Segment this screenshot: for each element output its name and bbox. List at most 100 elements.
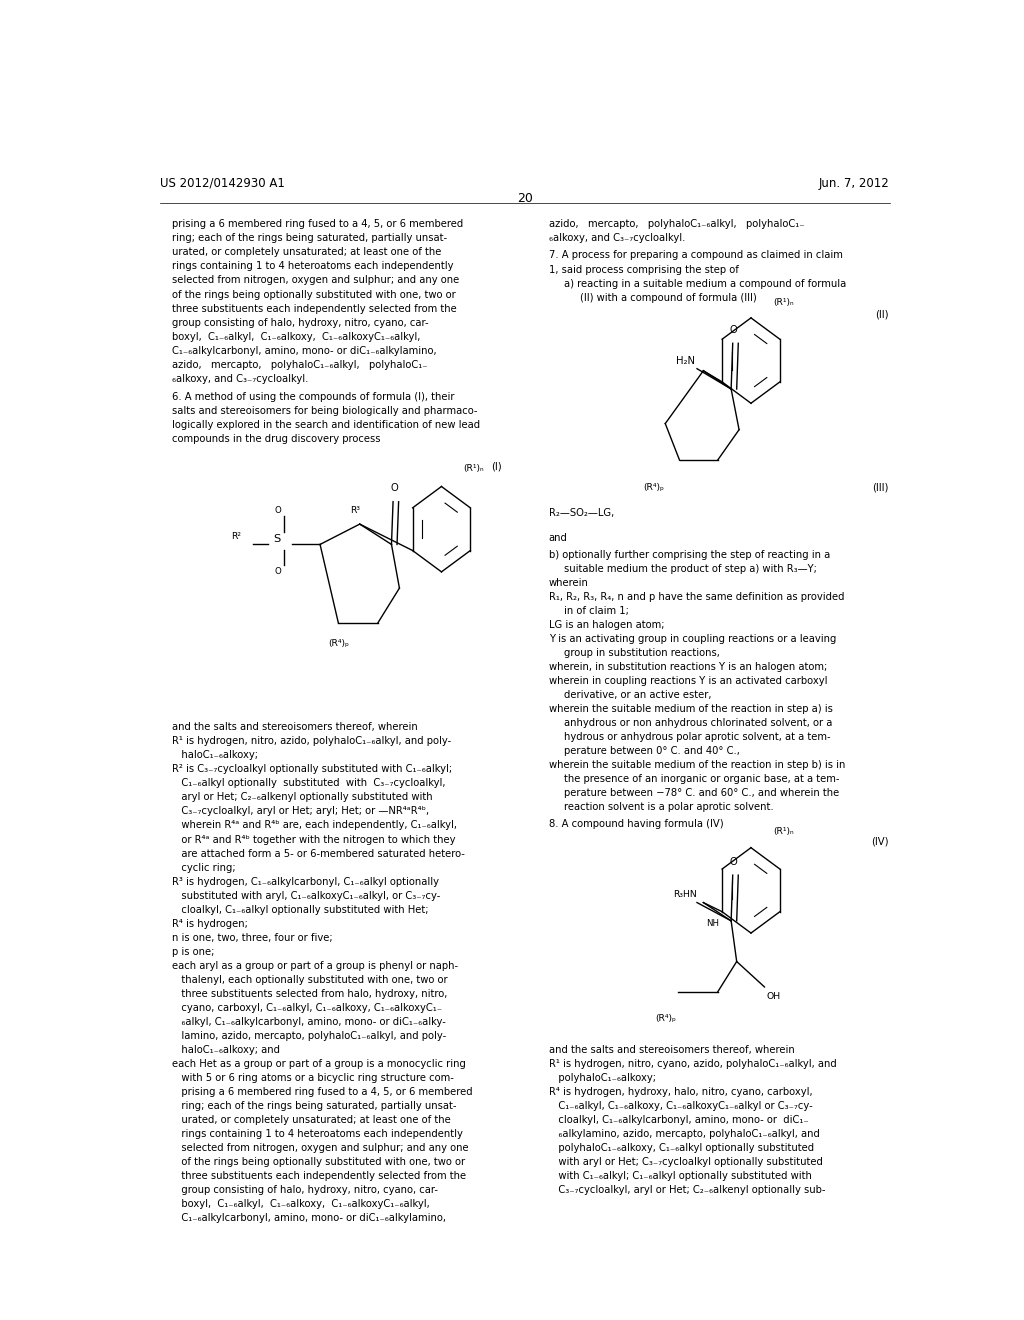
Text: perature between −78° C. and 60° C., and wherein the: perature between −78° C. and 60° C., and… bbox=[564, 788, 840, 799]
Text: R⁴ is hydrogen;: R⁴ is hydrogen; bbox=[172, 919, 248, 929]
Text: H₂N: H₂N bbox=[676, 356, 694, 367]
Text: polyhaloC₁₋₆alkoxy, C₁₋₆alkyl optionally substituted: polyhaloC₁₋₆alkoxy, C₁₋₆alkyl optionally… bbox=[549, 1143, 814, 1154]
Text: O: O bbox=[730, 857, 737, 867]
Text: R²: R² bbox=[231, 532, 242, 541]
Text: US 2012/0142930 A1: US 2012/0142930 A1 bbox=[160, 177, 285, 190]
Text: C₃₋₇cycloalkyl, aryl or Het; C₂₋₆alkenyl optionally sub-: C₃₋₇cycloalkyl, aryl or Het; C₂₋₆alkenyl… bbox=[549, 1185, 825, 1195]
Text: with aryl or Het; C₃₋₇cycloalkyl optionally substituted: with aryl or Het; C₃₋₇cycloalkyl optiona… bbox=[549, 1158, 822, 1167]
Text: (R¹)ₙ: (R¹)ₙ bbox=[773, 828, 794, 837]
Text: with C₁₋₆alkyl; C₁₋₆alkyl optionally substituted with: with C₁₋₆alkyl; C₁₋₆alkyl optionally sub… bbox=[549, 1171, 811, 1181]
Text: O: O bbox=[274, 566, 282, 576]
Text: hydrous or anhydrous polar aprotic solvent, at a tem-: hydrous or anhydrous polar aprotic solve… bbox=[564, 733, 831, 742]
Text: anhydrous or non anhydrous chlorinated solvent, or a: anhydrous or non anhydrous chlorinated s… bbox=[564, 718, 833, 729]
Text: O: O bbox=[730, 325, 737, 335]
Text: (IV): (IV) bbox=[870, 837, 888, 846]
Text: group in substitution reactions,: group in substitution reactions, bbox=[564, 648, 720, 659]
Text: reaction solvent is a polar aprotic solvent.: reaction solvent is a polar aprotic solv… bbox=[564, 803, 774, 813]
Text: (R⁴)ₚ: (R⁴)ₚ bbox=[655, 1014, 677, 1023]
Text: rings containing 1 to 4 heteroatoms each independently: rings containing 1 to 4 heteroatoms each… bbox=[172, 1129, 463, 1139]
Text: or R⁴ᵃ and R⁴ᵇ together with the nitrogen to which they: or R⁴ᵃ and R⁴ᵇ together with the nitroge… bbox=[172, 834, 455, 845]
Text: wherein R⁴ᵃ and R⁴ᵇ are, each independently, C₁₋₆alkyl,: wherein R⁴ᵃ and R⁴ᵇ are, each independen… bbox=[172, 821, 457, 830]
Text: cyclic ring;: cyclic ring; bbox=[172, 862, 236, 873]
Text: (R⁴)ₚ: (R⁴)ₚ bbox=[643, 483, 664, 491]
Text: 7. A process for preparing a compound as claimed in claim: 7. A process for preparing a compound as… bbox=[549, 251, 843, 260]
Text: each aryl as a group or part of a group is phenyl or naph-: each aryl as a group or part of a group … bbox=[172, 961, 458, 970]
Text: Y is an activating group in coupling reactions or a leaving: Y is an activating group in coupling rea… bbox=[549, 634, 836, 644]
Text: urated, or completely unsaturated; at least one of the: urated, or completely unsaturated; at le… bbox=[172, 247, 441, 257]
Text: wherein: wherein bbox=[549, 578, 589, 589]
Text: LG is an halogen atom;: LG is an halogen atom; bbox=[549, 620, 665, 630]
Text: prising a 6 membered ring fused to a 4, 5, or 6 membered: prising a 6 membered ring fused to a 4, … bbox=[172, 219, 463, 230]
Text: boxyl,  C₁₋₆alkyl,  C₁₋₆alkoxy,  C₁₋₆alkoxyC₁₋₆alkyl,: boxyl, C₁₋₆alkyl, C₁₋₆alkoxy, C₁₋₆alkoxy… bbox=[172, 331, 420, 342]
Text: wherein, in substitution reactions Y is an halogen atom;: wherein, in substitution reactions Y is … bbox=[549, 663, 826, 672]
Text: three substituents each independently selected from the: three substituents each independently se… bbox=[172, 304, 457, 314]
Text: with 5 or 6 ring atoms or a bicyclic ring structure com-: with 5 or 6 ring atoms or a bicyclic rin… bbox=[172, 1073, 454, 1082]
Text: O: O bbox=[274, 506, 282, 515]
Text: selected from nitrogen, oxygen and sulphur; and any one: selected from nitrogen, oxygen and sulph… bbox=[172, 1143, 468, 1154]
Text: boxyl,  C₁₋₆alkyl,  C₁₋₆alkoxy,  C₁₋₆alkoxyC₁₋₆alkyl,: boxyl, C₁₋₆alkyl, C₁₋₆alkoxy, C₁₋₆alkoxy… bbox=[172, 1199, 429, 1209]
Text: lamino, azido, mercapto, polyhaloC₁₋₆alkyl, and poly-: lamino, azido, mercapto, polyhaloC₁₋₆alk… bbox=[172, 1031, 445, 1041]
Text: 6. A method of using the compounds of formula (I), their: 6. A method of using the compounds of fo… bbox=[172, 392, 455, 401]
Text: in of claim 1;: in of claim 1; bbox=[564, 606, 630, 616]
Text: OH: OH bbox=[766, 993, 780, 1001]
Text: (III): (III) bbox=[871, 483, 888, 492]
Text: of the rings being optionally substituted with one, two or: of the rings being optionally substitute… bbox=[172, 289, 456, 300]
Text: azido,   mercapto,   polyhaloC₁₋₆alkyl,   polyhaloC₁₋: azido, mercapto, polyhaloC₁₋₆alkyl, poly… bbox=[172, 359, 427, 370]
Text: ₆alkylamino, azido, mercapto, polyhaloC₁₋₆alkyl, and: ₆alkylamino, azido, mercapto, polyhaloC₁… bbox=[549, 1129, 819, 1139]
Text: and the salts and stereoisomers thereof, wherein: and the salts and stereoisomers thereof,… bbox=[172, 722, 418, 733]
Text: ring; each of the rings being saturated, partially unsat-: ring; each of the rings being saturated,… bbox=[172, 1101, 456, 1111]
Text: perature between 0° C. and 40° C.,: perature between 0° C. and 40° C., bbox=[564, 746, 740, 756]
Text: logically explored in the search and identification of new lead: logically explored in the search and ide… bbox=[172, 420, 480, 430]
Text: R₁, R₂, R₃, R₄, n and p have the same definition as provided: R₁, R₂, R₃, R₄, n and p have the same de… bbox=[549, 593, 844, 602]
Text: b) optionally further comprising the step of reacting in a: b) optionally further comprising the ste… bbox=[549, 550, 829, 560]
Text: (I): (I) bbox=[492, 461, 502, 471]
Text: rings containing 1 to 4 heteroatoms each independently: rings containing 1 to 4 heteroatoms each… bbox=[172, 261, 454, 272]
Text: cloalkyl, C₁₋₆alkyl optionally substituted with Het;: cloalkyl, C₁₋₆alkyl optionally substitut… bbox=[172, 904, 428, 915]
Text: 8. A compound having formula (IV): 8. A compound having formula (IV) bbox=[549, 820, 723, 829]
Text: C₁₋₆alkylcarbonyl, amino, mono- or diC₁₋₆alkylamino,: C₁₋₆alkylcarbonyl, amino, mono- or diC₁₋… bbox=[172, 346, 436, 355]
Text: R³ is hydrogen, C₁₋₆alkylcarbonyl, C₁₋₆alkyl optionally: R³ is hydrogen, C₁₋₆alkylcarbonyl, C₁₋₆a… bbox=[172, 876, 438, 887]
Text: thalenyl, each optionally substituted with one, two or: thalenyl, each optionally substituted wi… bbox=[172, 974, 447, 985]
Text: derivative, or an active ester,: derivative, or an active ester, bbox=[564, 690, 712, 701]
Text: and: and bbox=[549, 533, 567, 544]
Text: each Het as a group or part of a group is a monocyclic ring: each Het as a group or part of a group i… bbox=[172, 1059, 466, 1069]
Text: (II) with a compound of formula (III): (II) with a compound of formula (III) bbox=[581, 293, 757, 302]
Text: polyhaloC₁₋₆alkoxy;: polyhaloC₁₋₆alkoxy; bbox=[549, 1073, 655, 1082]
Text: haloC₁₋₆alkoxy;: haloC₁₋₆alkoxy; bbox=[172, 750, 258, 760]
Text: Jun. 7, 2012: Jun. 7, 2012 bbox=[819, 177, 890, 190]
Text: R¹ is hydrogen, nitro, azido, polyhaloC₁₋₆alkyl, and poly-: R¹ is hydrogen, nitro, azido, polyhaloC₁… bbox=[172, 737, 451, 746]
Text: ₆alkoxy, and C₃₋₇cycloalkyl.: ₆alkoxy, and C₃₋₇cycloalkyl. bbox=[172, 374, 308, 384]
Text: group consisting of halo, hydroxy, nitro, cyano, car-: group consisting of halo, hydroxy, nitro… bbox=[172, 1185, 437, 1195]
Text: cloalkyl, C₁₋₆alkylcarbonyl, amino, mono- or  diC₁₋: cloalkyl, C₁₋₆alkylcarbonyl, amino, mono… bbox=[549, 1115, 808, 1125]
Text: R² is C₃₋₇cycloalkyl optionally substituted with C₁₋₆alkyl;: R² is C₃₋₇cycloalkyl optionally substitu… bbox=[172, 764, 452, 775]
Text: wherein in coupling reactions Y is an activated carboxyl: wherein in coupling reactions Y is an ac… bbox=[549, 676, 827, 686]
Text: C₁₋₆alkyl optionally  substituted  with  C₃₋₇cycloalkyl,: C₁₋₆alkyl optionally substituted with C₃… bbox=[172, 779, 445, 788]
Text: R³: R³ bbox=[350, 506, 360, 515]
Text: ₆alkoxy, and C₃₋₇cycloalkyl.: ₆alkoxy, and C₃₋₇cycloalkyl. bbox=[549, 234, 685, 243]
Text: NH: NH bbox=[707, 919, 720, 928]
Text: 20: 20 bbox=[517, 191, 532, 205]
Text: O: O bbox=[391, 483, 398, 494]
Text: wherein the suitable medium of the reaction in step a) is: wherein the suitable medium of the react… bbox=[549, 705, 833, 714]
Text: three substituents each independently selected from the: three substituents each independently se… bbox=[172, 1171, 466, 1181]
Text: are attached form a 5- or 6-membered saturated hetero-: are attached form a 5- or 6-membered sat… bbox=[172, 849, 465, 858]
Text: selected from nitrogen, oxygen and sulphur; and any one: selected from nitrogen, oxygen and sulph… bbox=[172, 276, 459, 285]
Text: salts and stereoisomers for being biologically and pharmaco-: salts and stereoisomers for being biolog… bbox=[172, 405, 477, 416]
Text: wherein the suitable medium of the reaction in step b) is in: wherein the suitable medium of the react… bbox=[549, 760, 845, 771]
Text: of the rings being optionally substituted with one, two or: of the rings being optionally substitute… bbox=[172, 1158, 465, 1167]
Text: three substituents selected from halo, hydroxy, nitro,: three substituents selected from halo, h… bbox=[172, 989, 447, 999]
Text: R₃HN: R₃HN bbox=[673, 891, 697, 899]
Text: R₂—SO₂—LG,: R₂—SO₂—LG, bbox=[549, 508, 613, 517]
Text: azido,   mercapto,   polyhaloC₁₋₆alkyl,   polyhaloC₁₋: azido, mercapto, polyhaloC₁₋₆alkyl, poly… bbox=[549, 219, 804, 230]
Text: (R¹)ₙ: (R¹)ₙ bbox=[464, 465, 484, 473]
Text: prising a 6 membered ring fused to a 4, 5, or 6 membered: prising a 6 membered ring fused to a 4, … bbox=[172, 1086, 472, 1097]
Text: suitable medium the product of step a) with R₃—Y;: suitable medium the product of step a) w… bbox=[564, 564, 817, 574]
Text: compounds in the drug discovery process: compounds in the drug discovery process bbox=[172, 434, 380, 444]
Text: 1, said process comprising the step of: 1, said process comprising the step of bbox=[549, 264, 738, 275]
Text: group consisting of halo, hydroxy, nitro, cyano, car-: group consisting of halo, hydroxy, nitro… bbox=[172, 318, 428, 327]
Text: a) reacting in a suitable medium a compound of formula: a) reacting in a suitable medium a compo… bbox=[564, 279, 847, 289]
Text: R¹ is hydrogen, nitro, cyano, azido, polyhaloC₁₋₆alkyl, and: R¹ is hydrogen, nitro, cyano, azido, pol… bbox=[549, 1059, 837, 1069]
Text: (R⁴)ₚ: (R⁴)ₚ bbox=[328, 639, 349, 648]
Text: n is one, two, three, four or five;: n is one, two, three, four or five; bbox=[172, 933, 332, 942]
Text: aryl or Het; C₂₋₆alkenyl optionally substituted with: aryl or Het; C₂₋₆alkenyl optionally subs… bbox=[172, 792, 432, 803]
